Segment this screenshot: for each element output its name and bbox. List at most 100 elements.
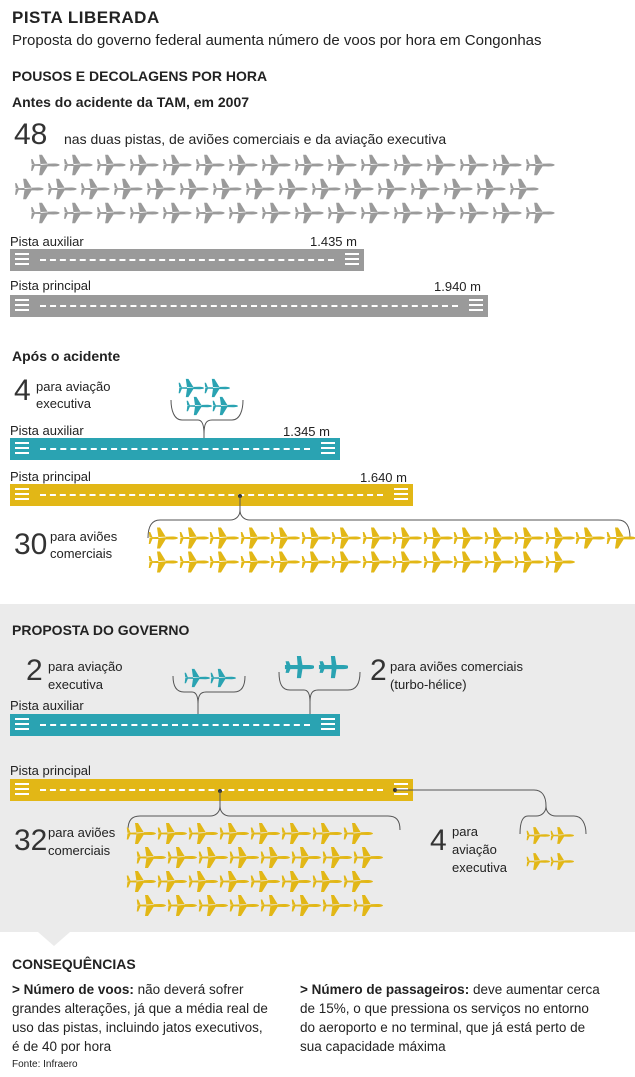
proposal-main-runway — [10, 779, 413, 801]
airplane-icon — [362, 550, 392, 579]
page-title: PISTA LIBERADA — [12, 8, 160, 27]
after-main-label: Pista principal — [10, 469, 91, 484]
airplane-icon — [240, 550, 270, 579]
proposal-exec-label-1: para aviação — [48, 659, 123, 674]
airplane-icon — [136, 894, 166, 922]
airplane-icon — [443, 178, 473, 205]
airplane-icon — [261, 154, 291, 181]
proposal-main-label: Pista principal — [10, 763, 91, 778]
before-count: 48 — [14, 118, 48, 151]
airplane-icon — [195, 202, 225, 229]
proposal-exec2-bracket — [393, 788, 587, 835]
airplane-icon — [525, 154, 555, 181]
airplane-icon — [343, 870, 373, 898]
airplane-icon — [195, 154, 225, 181]
airplane-icon — [250, 822, 280, 850]
airplane-icon — [179, 550, 209, 579]
airplane-icon — [312, 822, 342, 850]
proposal-aux-runway — [10, 714, 340, 736]
airplane-icon — [492, 154, 522, 181]
before-count-label: nas duas pistas, de aviões comerciais e … — [64, 131, 447, 147]
airplane-icon — [126, 870, 156, 898]
before-aux-runway — [10, 249, 364, 271]
airplane-icon — [186, 396, 212, 421]
airplane-icon — [301, 526, 331, 555]
airplane-icon — [198, 846, 228, 874]
airplane-icon — [459, 154, 489, 181]
airplane-icon — [148, 526, 178, 555]
airplane-icon — [331, 526, 361, 555]
airplane-icon — [393, 154, 423, 181]
airplane-icon — [526, 852, 550, 876]
airplane-icon — [212, 178, 242, 205]
airplane-icon — [157, 822, 187, 850]
airplane-icon — [476, 178, 506, 205]
airplane-icon — [179, 178, 209, 205]
consequences-right: > Número de passageiros: deve aumentar c… — [300, 980, 630, 1056]
airplane-icon — [270, 550, 300, 579]
proposal-heading: PROPOSTA DO GOVERNO — [12, 622, 190, 638]
airplane-icon — [331, 550, 361, 579]
airplane-icon — [291, 894, 321, 922]
airplane-icon — [392, 526, 422, 555]
proposal-turbo-planes-group — [284, 654, 354, 684]
proposal-turbo-label-1: para aviões comerciais — [390, 659, 523, 674]
proposal-comm-label-1: para aviões — [48, 825, 116, 840]
airplane-icon — [360, 154, 390, 181]
airplane-icon — [63, 154, 93, 181]
consequences-heading: CONSEQUÊNCIAS — [12, 956, 136, 972]
consequences-right-text-4: sua capacidade máxima — [300, 1039, 446, 1054]
proposal-comm-label-2: comerciais — [48, 843, 111, 858]
consequences-left-text-1: não deverá sofrer — [133, 982, 244, 997]
airplane-icon — [423, 526, 453, 555]
airplane-icon — [80, 178, 110, 205]
airplane-icon — [228, 154, 258, 181]
airplane-icon — [301, 550, 331, 579]
airplane-icon — [184, 668, 210, 693]
airplane-icon — [126, 822, 156, 850]
airplane-icon — [281, 870, 311, 898]
airplane-icon — [526, 826, 550, 850]
source-note: Fonte: Infraero — [12, 1059, 78, 1070]
proposal-comm-count: 32 — [14, 824, 48, 857]
after-comm-bracket — [147, 494, 631, 539]
airplane-icon — [229, 846, 259, 874]
airplane-icon — [291, 846, 321, 874]
airplane-icon — [311, 178, 341, 205]
airplane-icon — [453, 550, 483, 579]
airplane-icon — [270, 526, 300, 555]
proposal-aux-label: Pista auxiliar — [10, 698, 84, 713]
airplane-icon — [344, 178, 374, 205]
consequences-left-text-3: uso das pistas, incluindo jatos executiv… — [12, 1020, 263, 1035]
after-exec-label-2: executiva — [36, 396, 91, 411]
airplane-icon — [209, 526, 239, 555]
airplane-icon — [426, 202, 456, 229]
airplane-icon — [545, 550, 575, 579]
airplane-icon — [96, 154, 126, 181]
after-main-length: 1.640 m — [360, 470, 407, 485]
airplane-icon — [219, 822, 249, 850]
airplane-icon — [377, 178, 407, 205]
airplane-icon — [492, 202, 522, 229]
airplane-icon — [514, 550, 544, 579]
airplane-icon — [312, 870, 342, 898]
airplane-icon — [212, 396, 238, 421]
airplane-icon — [240, 526, 270, 555]
consequences-right-text-2: de 15%, o que pressiona os serviços no e… — [300, 1001, 589, 1016]
airplane-icon — [129, 202, 159, 229]
airplane-icon — [63, 202, 93, 229]
proposal-exec-label-2: executiva — [48, 677, 103, 692]
proposal-turbo-count: 2 — [370, 654, 387, 687]
after-comm-count: 30 — [14, 528, 48, 561]
airplane-icon — [484, 550, 514, 579]
before-heading: Antes do acidente da TAM, em 2007 — [12, 94, 250, 110]
airplane-icon — [459, 202, 489, 229]
airplane-icon — [393, 202, 423, 229]
airplane-icon — [327, 202, 357, 229]
airplane-icon — [96, 202, 126, 229]
airplane-icon — [167, 846, 197, 874]
airplane-icon — [575, 526, 605, 555]
before-aux-label: Pista auxiliar — [10, 234, 84, 249]
airplane-icon — [148, 550, 178, 579]
airplane-icon — [260, 894, 290, 922]
